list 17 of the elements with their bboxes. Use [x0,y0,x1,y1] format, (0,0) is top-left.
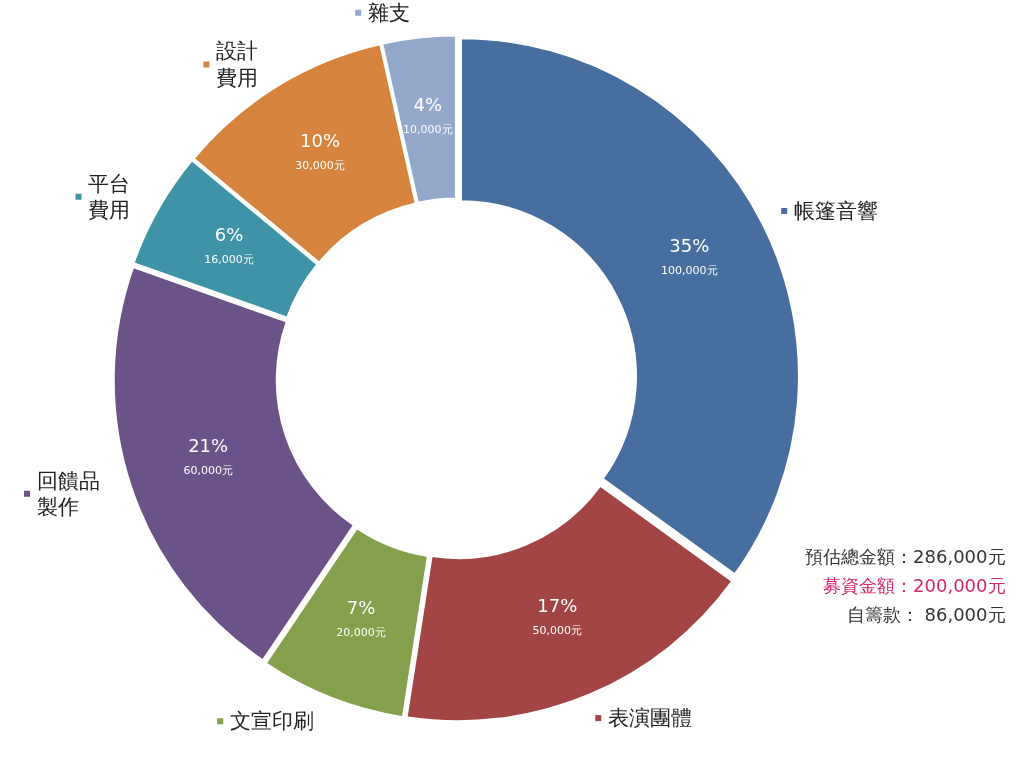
data-label: 17% 50,000元 [532,594,582,637]
data-label: 10% 30,000元 [295,130,345,173]
legend-label: 設計費用 [216,39,259,90]
data-label: 6% 16,000元 [204,224,254,267]
legend-label: 帳篷音響 [794,199,879,224]
text: 預估總金額：286,000元 [805,546,1006,567]
legend-label: 雜支 [368,0,411,25]
data-label: 21% 60,000元 [183,435,233,478]
data-label: 4% 10,000元 [403,93,453,136]
data-label: 35% 100,000元 [661,234,718,277]
data-label: 7% 20,000元 [336,596,386,639]
text: 自籌款： 86,000元 [846,604,1006,625]
legend-label: 文宣印刷 [230,709,315,734]
text: 募資金額：200,000元 [823,575,1006,596]
legend-label: 平台費用 [88,171,131,223]
legend-label: 表演團體 [608,706,693,731]
legend-label: 回饋品製作 [37,468,101,519]
